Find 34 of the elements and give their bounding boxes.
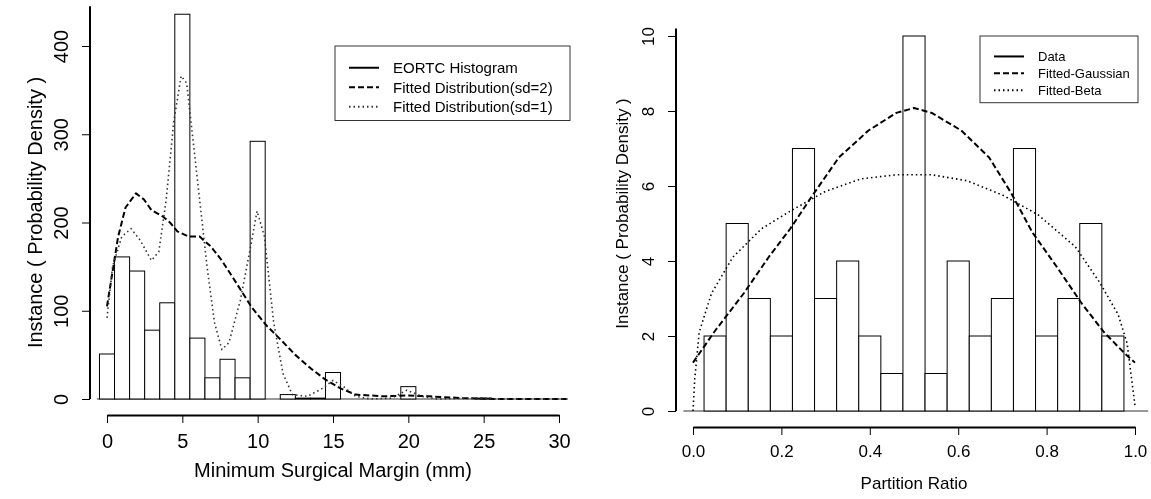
x-axis-title: Partition Ratio: [860, 474, 968, 493]
x-tick-label: 20: [397, 430, 420, 452]
legend-label: EORTC Histogram: [393, 59, 518, 76]
y-axis-title: Instance ( Probability Density ): [613, 98, 632, 329]
legend-label: Fitted Distribution(sd=1): [393, 98, 553, 115]
y-axis-title: Instance ( Probability Density ): [24, 76, 46, 349]
x-tick-label: 0: [101, 430, 114, 452]
x-axis-title: Minimum Surgical Margin (mm): [194, 459, 472, 481]
x-tick-label: 0.2: [770, 441, 794, 461]
x-tick-label: 10: [247, 430, 270, 452]
x-tick-label: 25: [473, 430, 496, 452]
x-tick-label: 0.6: [946, 441, 971, 461]
y-tick-label: 4: [639, 256, 658, 267]
y-tick-label: 400: [50, 29, 72, 64]
x-tick-label: 0.0: [681, 441, 706, 461]
y-tick-label: 300: [50, 118, 72, 152]
x-tick-label: 0.8: [1035, 441, 1059, 461]
legend-label: Fitted Distribution(sd=2): [393, 78, 553, 96]
x-tick-label: 15: [322, 430, 345, 452]
legend-label: Data: [1038, 49, 1067, 64]
y-tick-label: 2: [639, 331, 658, 342]
y-tick-label: 10: [639, 27, 658, 46]
legend-label: Fitted-Gaussian: [1038, 65, 1130, 81]
y-tick-label: 8: [639, 106, 658, 117]
x-tick-label: 1.0: [1123, 441, 1148, 461]
legend-label: Fitted-Beta: [1038, 82, 1103, 98]
y-tick-label: 0: [50, 393, 72, 406]
y-tick-label: 100: [50, 294, 72, 328]
x-tick-label: 0.4: [858, 441, 883, 461]
y-tick-label: 6: [639, 181, 658, 192]
y-tick-label: 0: [639, 406, 658, 417]
y-tick-label: 200: [50, 206, 72, 240]
x-tick-label: 5: [177, 430, 189, 452]
x-tick-label: 30: [548, 430, 571, 452]
